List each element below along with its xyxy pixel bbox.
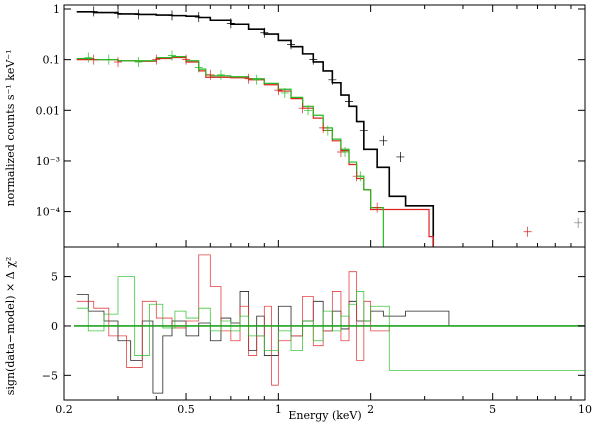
data-point-1-12: [523, 226, 532, 237]
data-point-2-4: [194, 62, 203, 73]
x-tick-label-5: 10: [578, 403, 592, 416]
data-point-0-12: [379, 135, 388, 146]
bottom-y-tick-label-1: 0: [51, 320, 58, 333]
x-axis-label: Energy (keV): [288, 409, 361, 422]
top-y-axis-label: normalized counts s⁻¹ keV⁻¹: [4, 49, 17, 206]
data-point-1-6: [274, 85, 283, 96]
data-point-0-0: [89, 6, 98, 17]
data-point-1-7: [298, 103, 307, 114]
data-point-1-0: [89, 54, 98, 65]
data-point-1-3: [182, 54, 191, 65]
top-series-2: [76, 55, 384, 247]
data-point-2-6: [252, 74, 261, 85]
data-point-0-8: [309, 54, 318, 65]
top-y-tick-label-3: 10⁻³: [36, 155, 60, 168]
data-point-0-9: [328, 74, 337, 85]
top-series-0: [76, 11, 435, 247]
data-point-1-4: [206, 69, 215, 80]
top-panel: 1 0.1 0.01 10⁻³ 10⁻⁴: [36, 3, 586, 248]
data-point-1-8: [319, 122, 328, 133]
data-point-0-4: [194, 12, 203, 23]
top-y-tick-label-0: 1: [53, 3, 60, 16]
top-y-tick-label-1: 0.1: [43, 54, 61, 67]
data-point-1-5: [244, 73, 253, 84]
data-point-0-13: [396, 151, 405, 162]
top-series-1: [76, 56, 434, 247]
top-y-tick-label-4: 10⁻⁴: [36, 206, 61, 219]
x-tick-label-3: 2: [367, 403, 374, 416]
data-point-2-1: [104, 54, 113, 65]
data-point-0-10: [345, 96, 354, 107]
data-point-0-5: [226, 18, 235, 29]
data-point-2-0: [84, 52, 93, 63]
data-point-0-11: [359, 125, 368, 136]
bottom-plot-frame: [63, 246, 586, 401]
data-point-2-10: [341, 147, 350, 158]
x-tick-label-2: 1: [275, 403, 282, 416]
data-point-0-3: [167, 10, 176, 21]
residual-series-1: [76, 254, 390, 386]
data-point-0-7: [287, 39, 296, 50]
data-point-2-7: [280, 87, 289, 98]
data-point-2-5: [216, 69, 225, 80]
data-point-2-2: [134, 56, 143, 67]
bottom-panel: 0.2 0.5 1 2 5 10 5 0 −5: [42, 246, 592, 416]
bottom-y-tick-label-0: 5: [51, 271, 58, 284]
x-tick-label-0: 0.2: [55, 403, 73, 416]
data-point-2-3: [167, 50, 176, 61]
x-tick-label-1: 0.5: [177, 403, 195, 416]
data-point-0-6: [260, 27, 269, 38]
data-point-1-11: [373, 202, 382, 213]
data-point-1-1: [114, 56, 122, 67]
residual-series-0: [76, 291, 450, 394]
data-point-1-2: [152, 54, 161, 65]
data-point-0-2: [134, 9, 143, 20]
bottom-y-tick-label-2: −5: [42, 369, 58, 382]
top-plot-frame: [63, 4, 586, 248]
top-y-tick-label-2: 0.01: [36, 104, 61, 117]
data-point-3-0: [574, 217, 583, 228]
bottom-y-axis-label: sign(data−model) × Δ χ²: [4, 257, 17, 396]
data-point-2-8: [304, 105, 313, 116]
x-tick-label-4: 5: [489, 403, 496, 416]
data-point-2-11: [356, 171, 365, 182]
data-point-2-9: [323, 125, 332, 136]
data-point-0-1: [114, 8, 122, 19]
